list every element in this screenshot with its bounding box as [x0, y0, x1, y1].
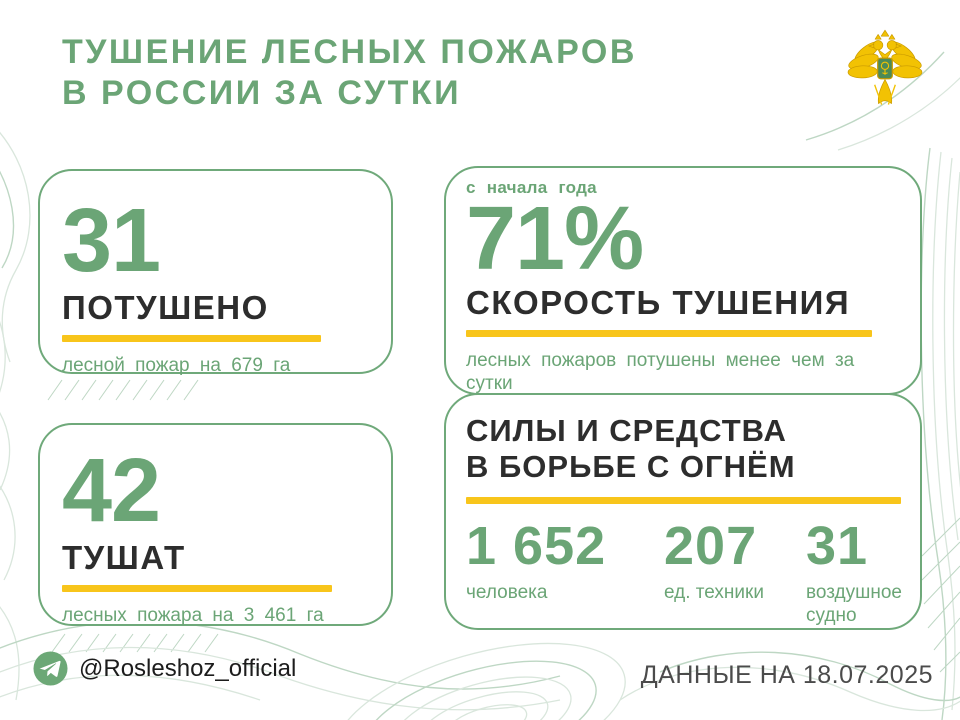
telegram-channel: @Rosleshoz_official — [33, 651, 296, 686]
data-date: ДАННЫЕ НА 18.07.2025 — [640, 661, 933, 689]
extinguished-count: 31 — [62, 191, 161, 291]
stat-aircraft-label: воздушное судно — [806, 582, 902, 626]
stat-people-value: 1 652 — [466, 516, 607, 576]
card-extinguishing-speed: с начала года 71% СКОРОСТЬ ТУШЕНИЯ лесны… — [444, 166, 922, 417]
telegram-icon — [33, 651, 68, 686]
telegram-handle: @Rosleshoz_official — [79, 654, 297, 682]
speed-percentage: 71% — [466, 189, 644, 289]
stat-aircraft: 31 воздушное судно — [806, 516, 902, 627]
card-forces-and-resources: СИЛЫ И СРЕДСТВА В БОРЬБЕ С ОГНЁМ 1 652 ч… — [444, 393, 922, 630]
extinguished-label: ПОТУШЕНО — [62, 289, 269, 326]
page-title-line-2: В РОССИИ ЗА СУТКИ — [62, 74, 462, 112]
forces-title-line-2: В БОРЬБЕ С ОГНЁМ — [466, 449, 796, 484]
yellow-underline — [466, 497, 901, 504]
speed-label: СКОРОСТЬ ТУШЕНИЯ — [466, 284, 851, 321]
extinguished-subtext: лесной пожар на 679 га — [62, 355, 291, 376]
active-subtext: лесных пожара на 3 461 га — [62, 605, 324, 626]
forces-stats: 1 652 человека 207 ед. техники 31 воздуш… — [466, 516, 902, 627]
stat-aircraft-value: 31 — [806, 516, 869, 576]
stat-equipment: 207 ед. техники — [664, 516, 806, 627]
page-title-line-1: ТУШЕНИЕ ЛЕСНЫХ ПОЖАРОВ — [62, 33, 637, 71]
stat-equipment-value: 207 — [664, 516, 758, 576]
active-label: ТУШАТ — [62, 539, 186, 576]
forces-title-line-1: СИЛЫ И СРЕДСТВА — [466, 413, 787, 448]
forces-title: СИЛЫ И СРЕДСТВА В БОРЬБЕ С ОГНЁМ — [466, 413, 902, 485]
speed-subtext-line-1: лесных пожаров потушены менее чем за сут… — [466, 350, 855, 394]
stat-equipment-label: ед. техники — [664, 582, 764, 603]
stat-people: 1 652 человека — [466, 516, 664, 627]
stat-people-label: человека — [466, 582, 548, 603]
yellow-underline — [466, 330, 872, 337]
page-title: ТУШЕНИЕ ЛЕСНЫХ ПОЖАРОВ В РОССИИ ЗА СУТКИ — [62, 32, 637, 114]
yellow-underline — [62, 585, 332, 592]
card-extinguished: 31 ПОТУШЕНО лесной пожар на 679 га — [38, 169, 393, 376]
since-year-start-tag: с начала года — [466, 178, 597, 197]
rosleshoz-coat-of-arms-icon — [847, 29, 923, 105]
card-being-extinguished: 42 ТУШАТ лесных пожара на 3 461 га — [38, 423, 393, 626]
active-count: 42 — [62, 441, 161, 541]
yellow-underline — [62, 335, 321, 342]
